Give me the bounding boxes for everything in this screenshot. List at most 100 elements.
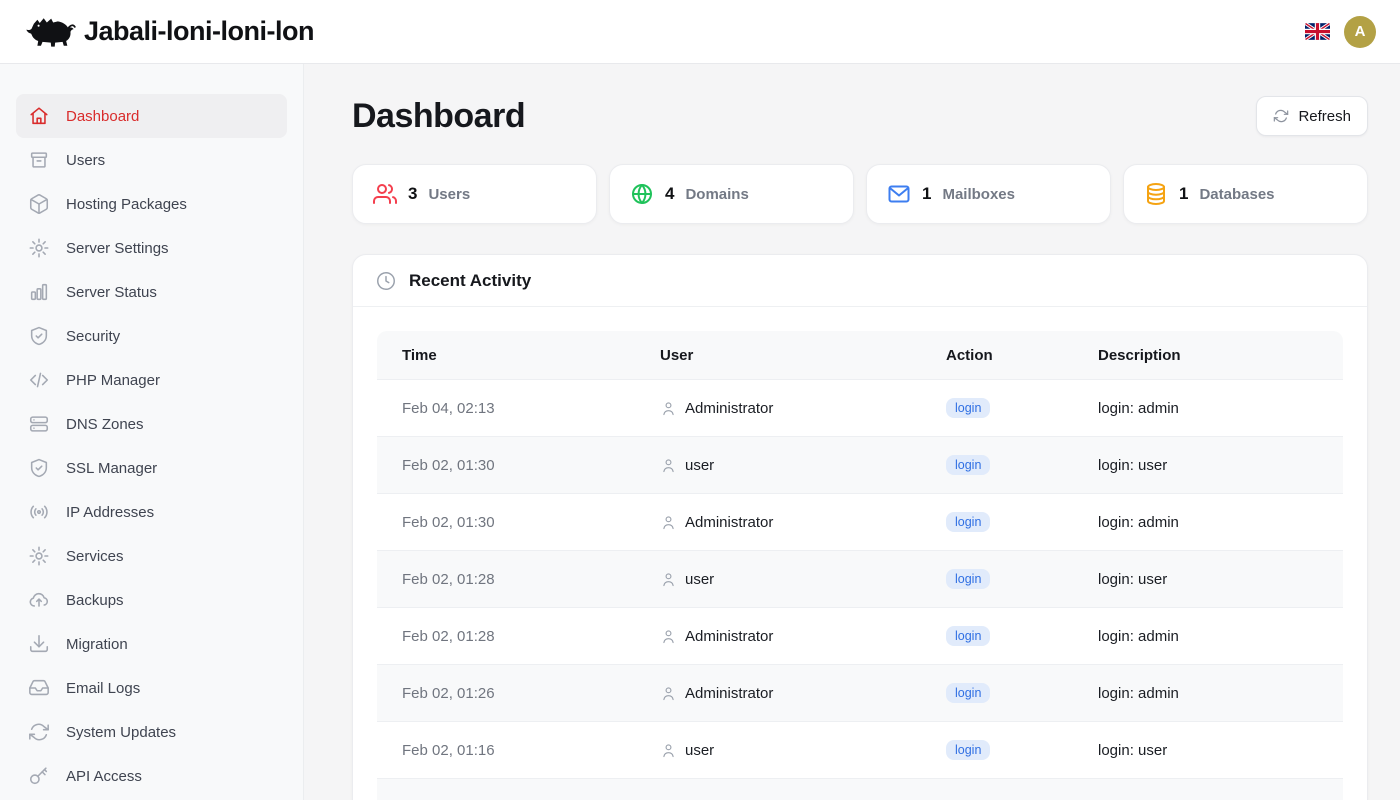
person-icon [660, 571, 677, 588]
shield-check-icon [28, 457, 50, 479]
brand-title: Jabali-loni-loni-lon [84, 16, 314, 46]
person-icon [660, 685, 677, 702]
sidebar-item-label: Services [66, 547, 124, 565]
uk-flag-icon[interactable] [1305, 23, 1330, 40]
shield-check-icon [28, 325, 50, 347]
activity-user: Administrator [685, 627, 774, 645]
activity-description: login: admin [1098, 513, 1179, 531]
server-stack-icon [28, 413, 50, 435]
broadcast-icon [28, 501, 50, 523]
stat-card-domains[interactable]: 4 Domains [609, 164, 854, 224]
brand[interactable]: Jabali-loni-loni-lon [16, 13, 314, 51]
sidebar-item-system-updates[interactable]: System Updates [16, 710, 287, 754]
refresh-icon [28, 721, 50, 743]
sidebar-item-server-status[interactable]: Server Status [16, 270, 287, 314]
stat-card-mailboxes[interactable]: 1 Mailboxes [866, 164, 1111, 224]
stat-card-databases[interactable]: 1 Databases [1123, 164, 1368, 224]
activity-user: Administrator [685, 399, 774, 417]
stat-card-users[interactable]: 3 Users [352, 164, 597, 224]
sidebar-item-dashboard[interactable]: Dashboard [16, 94, 287, 138]
sidebar-item-api-access[interactable]: API Access [16, 754, 287, 798]
activity-row: Feb 02, 01:28 Administrator login login: ad… [377, 607, 1343, 664]
activity-description: login: user [1098, 456, 1168, 474]
sidebar-item-label: Users [66, 151, 106, 169]
activity-row: Feb 02, 01:26 Administrator login login: ad… [377, 664, 1343, 721]
activity-action-cell: login [921, 739, 1073, 761]
bar-chart-icon [28, 281, 50, 303]
sidebar-item-email-logs[interactable]: Email Logs [16, 666, 287, 710]
sidebar: Dashboard Users Hosting Packages Server Set… [0, 64, 304, 800]
database-icon [1144, 182, 1168, 206]
sidebar-item-hosting-packages[interactable]: Hosting Packages [16, 182, 287, 226]
sidebar-item-server-settings[interactable]: Server Settings [16, 226, 287, 270]
sidebar-item-label: Server Status [66, 283, 157, 301]
stat-value: 3 [408, 184, 418, 203]
activity-user-cell: Administrator [635, 685, 921, 702]
action-badge: login [946, 682, 991, 704]
refresh-button[interactable]: Refresh [1256, 96, 1368, 136]
activity-time: Feb 04, 02:13 [402, 399, 495, 417]
sidebar-item-services[interactable]: Services [16, 534, 287, 578]
activity-row-partial [377, 778, 1343, 800]
action-badge: login [946, 625, 991, 647]
activity-time: Feb 02, 01:30 [402, 513, 495, 531]
column-header-action: Action [946, 346, 993, 364]
activity-action-cell: login [921, 397, 1073, 419]
activity-user: user [685, 741, 715, 759]
avatar[interactable]: A [1344, 15, 1376, 48]
activity-user: user [685, 570, 715, 588]
sidebar-item-ssl-manager[interactable]: SSL Manager [16, 446, 287, 490]
recent-activity-card: Recent Activity Time User Action Descriptio… [352, 254, 1368, 800]
activity-user-cell: Administrator [635, 628, 921, 645]
activity-description: login: admin [1098, 684, 1179, 702]
activity-time: Feb 02, 01:16 [402, 741, 495, 759]
drawer-icon [28, 149, 50, 171]
sidebar-item-php-manager[interactable]: PHP Manager [16, 358, 287, 402]
activity-time: Feb 02, 01:28 [402, 627, 495, 645]
sidebar-item-migration[interactable]: Migration [16, 622, 287, 666]
sidebar-item-label: System Updates [66, 723, 177, 741]
action-badge: login [946, 568, 991, 590]
gear-icon [28, 237, 50, 259]
activity-row: Feb 04, 02:13 Administrator login login: ad… [377, 379, 1343, 436]
activity-row: Feb 02, 01:28 user login login: user [377, 550, 1343, 607]
sidebar-item-ip-addresses[interactable]: IP Addresses [16, 490, 287, 534]
activity-row: Feb 02, 01:16 user login login: user [377, 721, 1343, 778]
sidebar-item-users[interactable]: Users [16, 138, 287, 182]
sidebar-item-label: Server Settings [66, 239, 169, 257]
person-icon [660, 742, 677, 759]
sidebar-item-label: Security [66, 327, 121, 345]
inbox-icon [28, 677, 50, 699]
activity-action-cell: login [921, 454, 1073, 476]
sidebar-item-label: Migration [66, 635, 128, 653]
stat-label: Domains [685, 185, 749, 203]
recent-activity-header: Recent Activity [353, 255, 1367, 307]
column-header-description: Description [1098, 346, 1181, 364]
activity-user-cell: user [635, 571, 921, 588]
stat-label: Mailboxes [942, 185, 1015, 203]
sidebar-item-security[interactable]: Security [16, 314, 287, 358]
activity-description: login: user [1098, 570, 1168, 588]
activity-user: user [685, 456, 715, 474]
person-icon [660, 628, 677, 645]
action-badge: login [946, 739, 991, 761]
mail-icon [887, 182, 911, 206]
sidebar-item-backups[interactable]: Backups [16, 578, 287, 622]
activity-row: Feb 02, 01:30 Administrator login login: ad… [377, 493, 1343, 550]
sidebar-item-label: DNS Zones [66, 415, 144, 433]
main-content: Dashboard Refresh 3 Users 4 Domains 1 Mailbox… [304, 64, 1400, 800]
activity-user-cell: user [635, 457, 921, 474]
activity-action-cell: login [921, 568, 1073, 590]
refresh-button-label: Refresh [1298, 107, 1351, 125]
boar-logo-icon [26, 17, 76, 47]
activity-user-cell: Administrator [635, 400, 921, 417]
activity-row: Feb 02, 01:30 user login login: user [377, 436, 1343, 493]
activity-user-cell: user [635, 742, 921, 759]
stat-label: Users [428, 185, 471, 203]
sidebar-item-dns-zones[interactable]: DNS Zones [16, 402, 287, 446]
code-icon [28, 369, 50, 391]
app-header: Jabali-loni-loni-lon A [0, 0, 1400, 64]
stat-value: 1 [1179, 184, 1189, 203]
action-badge: login [946, 511, 991, 533]
activity-user: Administrator [685, 684, 774, 702]
